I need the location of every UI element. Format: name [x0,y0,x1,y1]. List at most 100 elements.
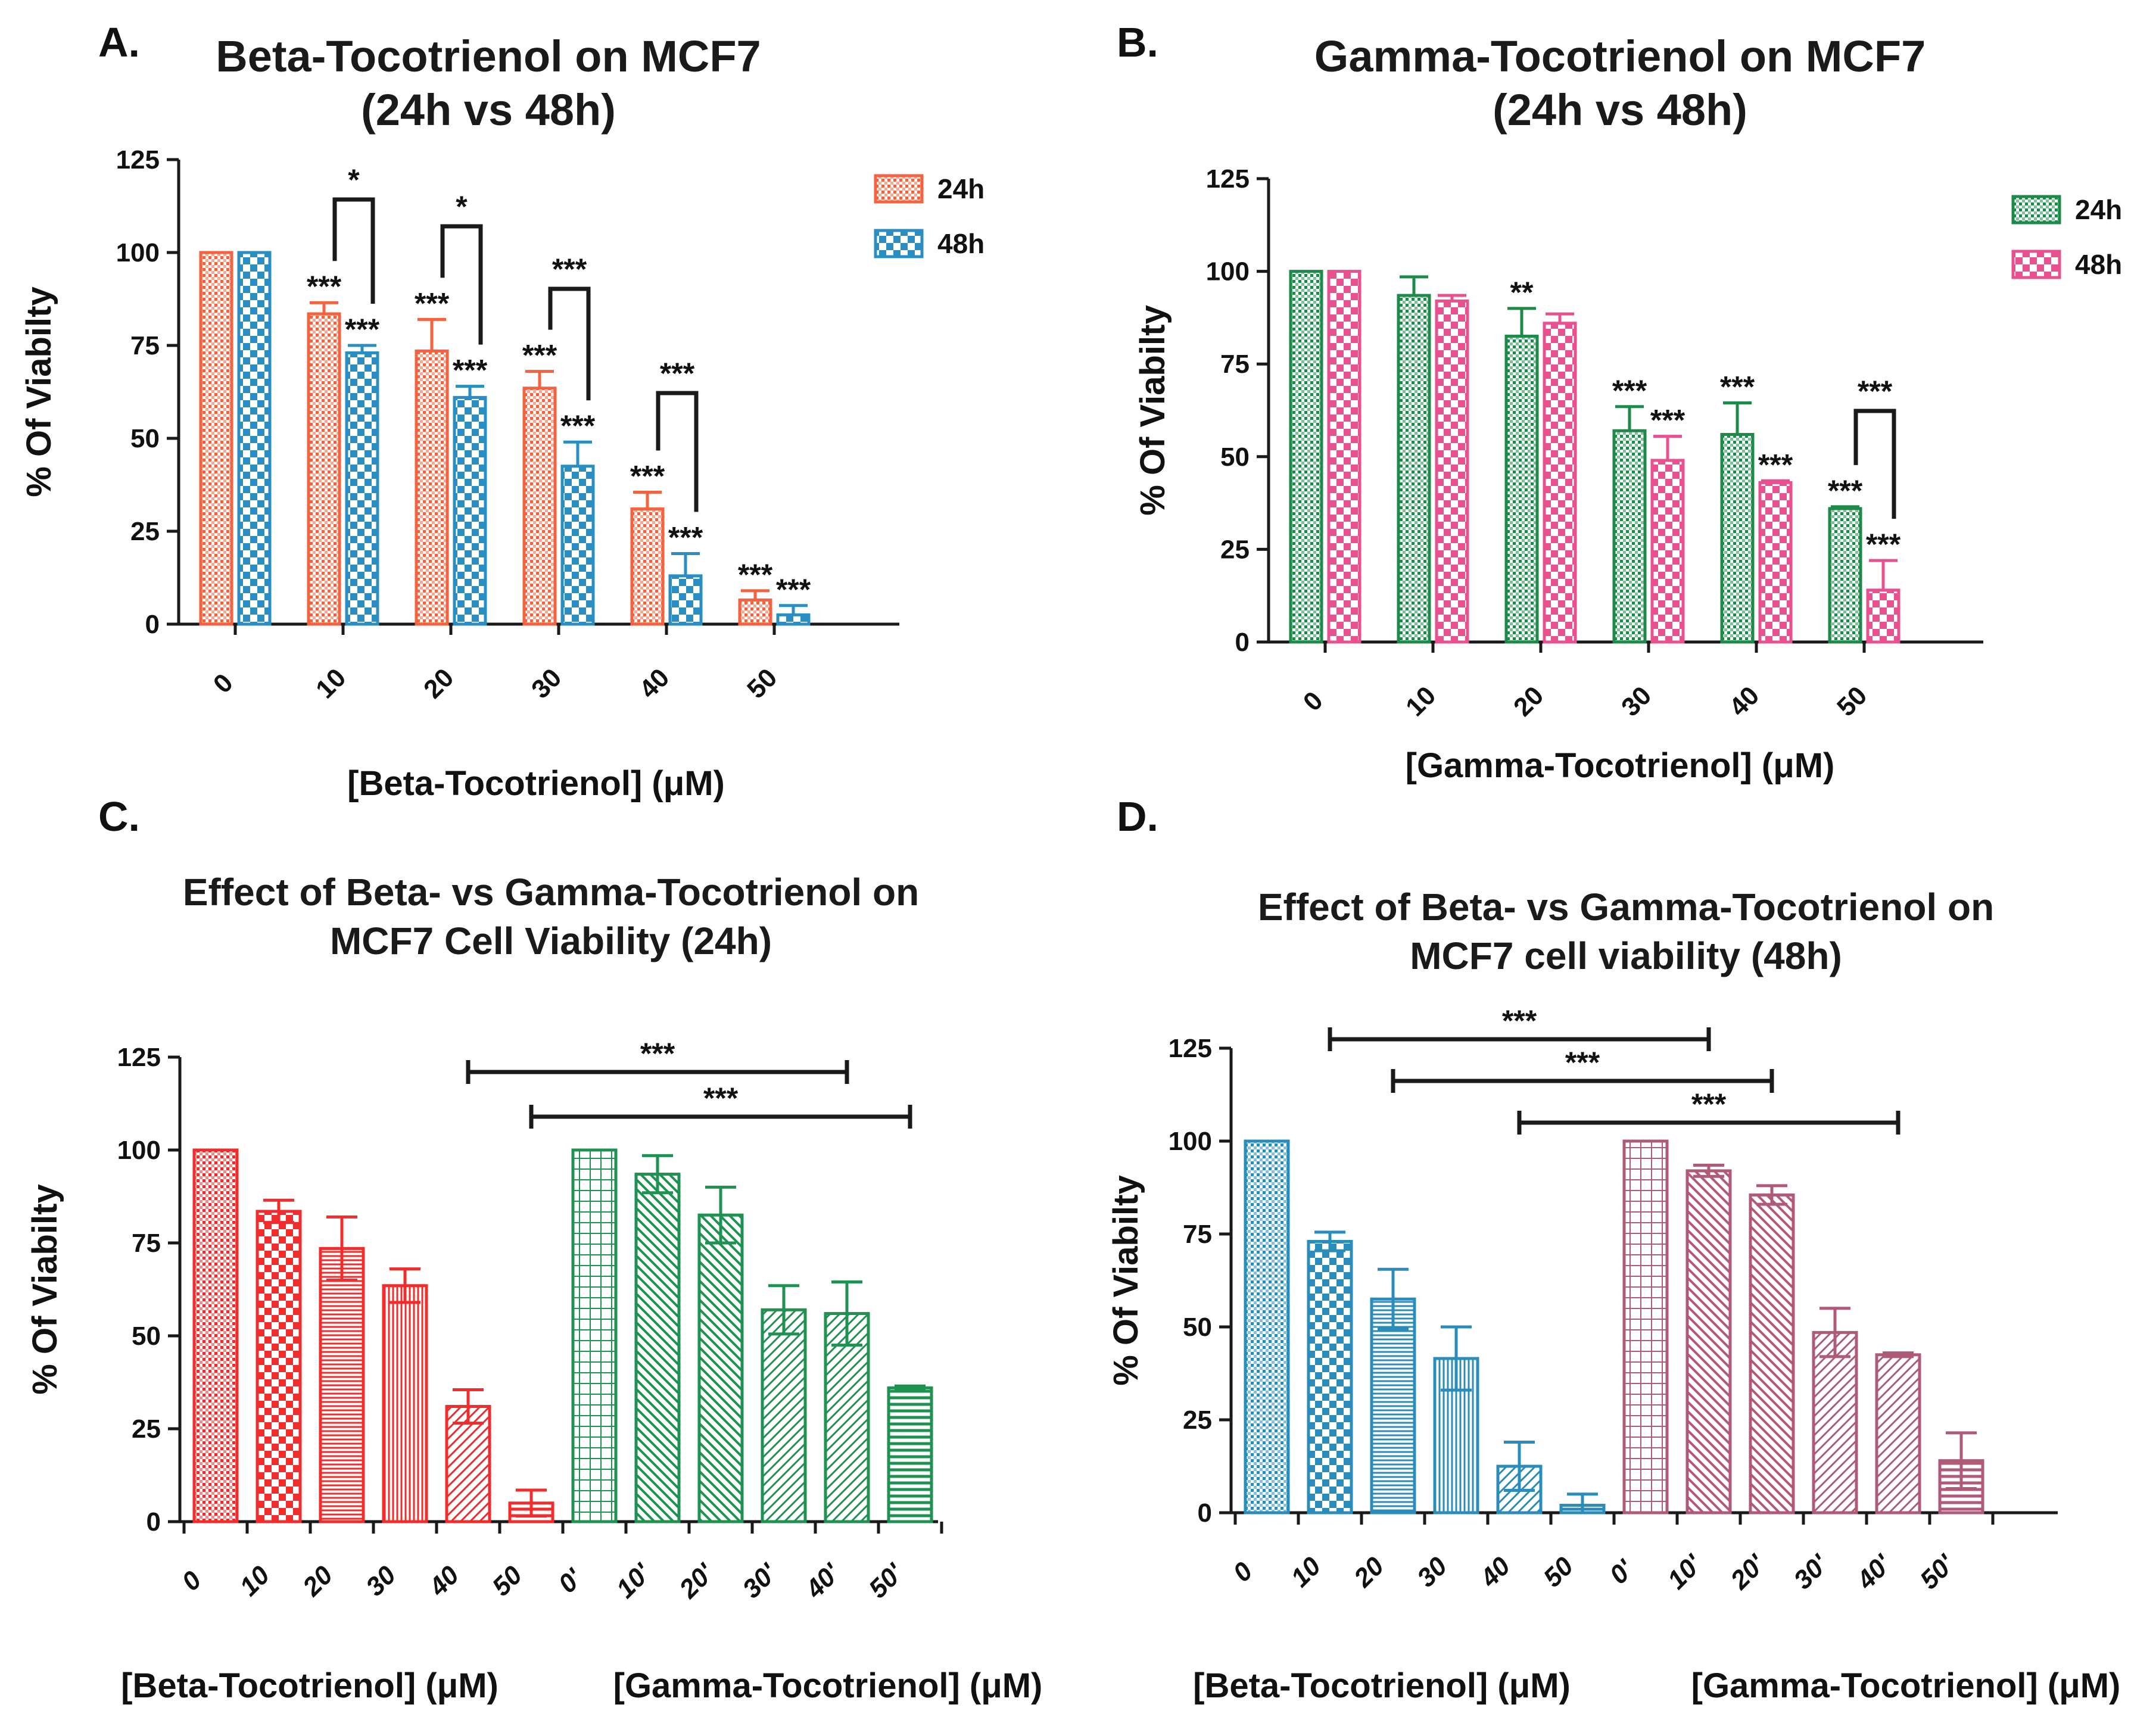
bar-24h-20 [415,349,449,626]
y-tick-label: 25 [1183,1406,1212,1435]
x-tick-label: 50' [863,1557,909,1604]
comparison-bracket [332,197,375,304]
x-tick-label: 10 [1400,681,1441,722]
bracket-stars: *** [1858,375,1893,408]
bar-20 [1370,1297,1416,1515]
y-tick-label: 100 [1169,1127,1212,1156]
comparison-bracket [440,224,483,345]
x-tick-label: 20' [674,1557,720,1604]
comparison-stars: *** [1565,1046,1600,1079]
significance-stars: *** [1758,448,1793,481]
x-axis-title: [Beta-Tocotrienol] (μM) [347,764,725,803]
x-tick-label: 0 [208,668,239,699]
x-tick-label: 0 [1227,1556,1258,1587]
y-axis-title: % Of Viabilty [20,286,58,497]
x-axis-title-right: [Gamma-Tocotrienol] (μM) [1691,1666,2121,1705]
bar-24h-0 [199,251,233,626]
y-tick-label: 125 [117,1043,161,1072]
y-tick-label: 50 [132,1322,161,1351]
legend-swatch-24h [2011,195,2061,225]
bar-24h-10 [307,312,341,626]
chart-title-line: (24h vs 48h) [361,85,616,135]
significance-stars: *** [738,558,773,591]
chart-title-line: MCF7 cell viability (48h) [1410,934,1842,977]
bar-10 [1307,1239,1353,1515]
bracket-stars: * [456,190,468,223]
significance-stars: *** [415,286,450,320]
bar-20' [697,1213,744,1523]
chart-title-line: MCF7 Cell Viability (24h) [330,920,772,962]
bar-24h-40 [630,507,665,626]
bar-24h-30 [522,387,557,626]
y-tick-label: 0 [1198,1498,1212,1528]
x-tick-label: 30' [737,1557,783,1604]
bar-24h-10 [1397,294,1431,644]
chart-title-line: Effect of Beta- vs Gamma-Tocotrienol on [183,871,919,914]
y-tick-label: 100 [116,238,160,267]
x-tick-label: 10' [1662,1548,1708,1595]
significance-stars: *** [345,313,380,346]
comparison-stars: *** [1691,1087,1727,1121]
bar-10' [634,1173,681,1523]
bar-24h-20 [1504,335,1539,644]
y-tick-label: 50 [1183,1313,1212,1342]
y-tick-label: 75 [132,1229,161,1258]
panel-label: B. [1117,19,1158,66]
x-axis-title-right: [Gamma-Tocotrienol] (μM) [613,1666,1043,1705]
legend-swatch-48h [874,229,924,258]
bar-48h-30 [1650,459,1685,644]
y-axis-title: % Of Viabilty [26,1184,64,1394]
x-tick-label: 50 [487,1560,528,1602]
bar-30' [761,1308,807,1523]
legend-swatch-24h [874,174,924,204]
bar-50' [887,1386,933,1523]
bar-0' [571,1148,618,1523]
y-tick-label: 100 [117,1136,161,1165]
comparison-bracket [548,286,591,401]
bar-30' [1812,1330,1858,1515]
x-tick-label: 20' [1725,1548,1771,1595]
legend-label: 48h [937,228,984,259]
bar-48h-10 [345,351,379,626]
bar-30 [382,1284,428,1523]
y-tick-label: 0 [145,610,160,639]
y-tick-label: 75 [130,331,160,360]
comparison-stars: *** [703,1082,739,1115]
comparison-stars: *** [640,1037,675,1070]
x-tick-label: 40 [1474,1551,1516,1593]
y-tick-label: 50 [130,424,160,453]
x-tick-label: 40 [634,663,675,704]
x-tick-label: 10 [310,663,351,704]
x-tick-label: 10 [1285,1551,1327,1593]
x-tick-label: 0' [1604,1554,1640,1590]
x-tick-label: 30 [360,1560,402,1602]
y-tick-label: 125 [1206,164,1250,194]
bar-0 [1244,1139,1290,1515]
panel-B: B. Gamma-Tocotrienol on MCF7(24h vs 48h) 0… [1117,19,2122,785]
bar-48h-40 [1758,481,1793,644]
bar-0' [1622,1139,1669,1515]
legend-label: 24h [937,173,984,204]
x-tick-label: 0 [1298,686,1329,717]
bar-24h-30 [1612,429,1647,644]
significance-stars: *** [1612,374,1647,407]
x-tick-label: 40 [1724,681,1765,722]
y-tick-label: 75 [1183,1220,1212,1249]
bar-10' [1685,1169,1732,1515]
comparison-bracket [1853,409,1896,519]
significance-stars: *** [630,459,665,493]
x-tick-label: 40' [1851,1548,1898,1595]
y-tick-label: 125 [116,145,160,174]
x-tick-label: 10 [234,1560,276,1602]
comparison-bracket [656,391,699,512]
bracket-stars: *** [660,357,695,390]
x-axis-title: [Gamma-Tocotrienol] (μM) [1406,746,1835,785]
significance-stars: *** [776,573,811,606]
x-tick-label: 40' [800,1557,846,1604]
significance-stars: ** [1510,276,1534,309]
bar-0 [192,1148,239,1523]
bar-24h-40 [1720,432,1755,644]
panel-label: A. [98,19,140,66]
significance-stars: *** [1650,404,1685,437]
